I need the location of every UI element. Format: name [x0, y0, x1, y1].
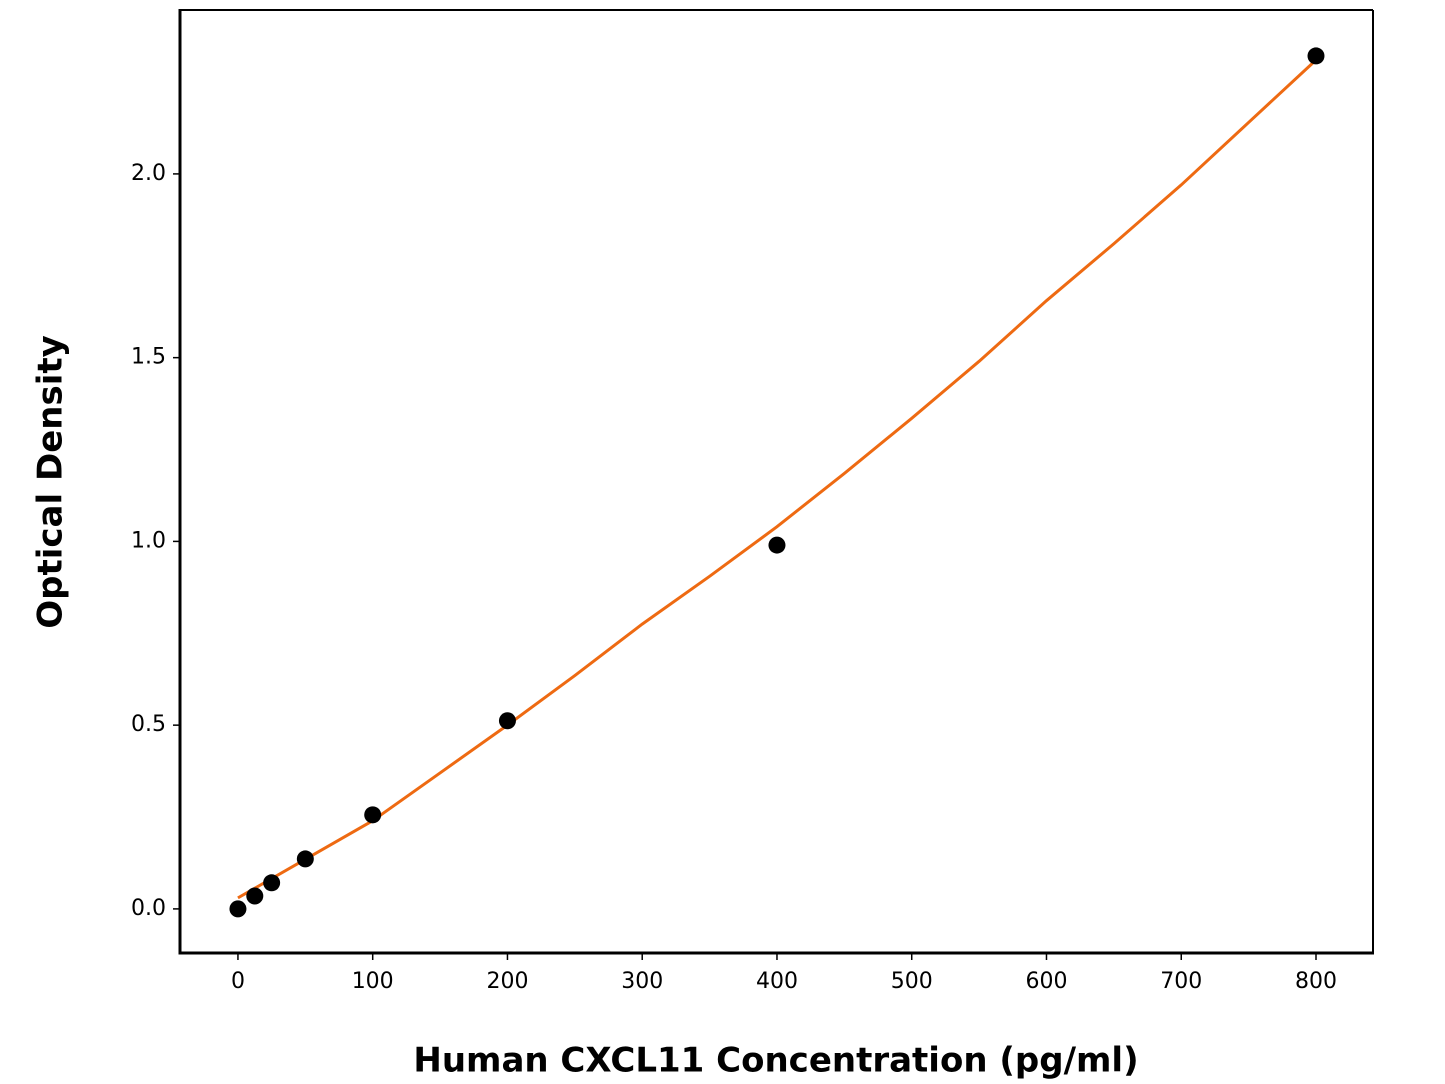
x-tick-label: 800 [1295, 969, 1337, 994]
data-point [768, 536, 786, 554]
data-point [364, 806, 382, 824]
x-tick-label: 400 [756, 969, 798, 994]
y-tick-label: 1.0 [131, 528, 166, 553]
data-point [263, 874, 281, 892]
x-tick-label: 300 [621, 969, 663, 994]
x-tick-label: 700 [1160, 969, 1202, 994]
y-tick-label: 2.0 [131, 161, 166, 186]
data-point [1307, 47, 1325, 65]
x-tick-label: 600 [1025, 969, 1067, 994]
data-point [246, 887, 264, 905]
x-tick-label: 200 [486, 969, 528, 994]
y-tick-label: 1.5 [131, 345, 166, 370]
data-point [296, 850, 314, 868]
x-tick-label: 500 [891, 969, 933, 994]
data-point [229, 900, 247, 918]
data-point [498, 712, 516, 730]
x-tick-label: 100 [352, 969, 394, 994]
fit-curve [237, 58, 1318, 900]
y-tick-label: 0.5 [131, 712, 166, 737]
x-tick-label: 0 [231, 969, 245, 994]
x-axis-label: Human CXCL11 Concentration (pg/ml) [413, 1041, 1138, 1081]
y-axis-label: Optical Density [31, 335, 71, 629]
y-tick-label: 0.0 [131, 896, 166, 921]
